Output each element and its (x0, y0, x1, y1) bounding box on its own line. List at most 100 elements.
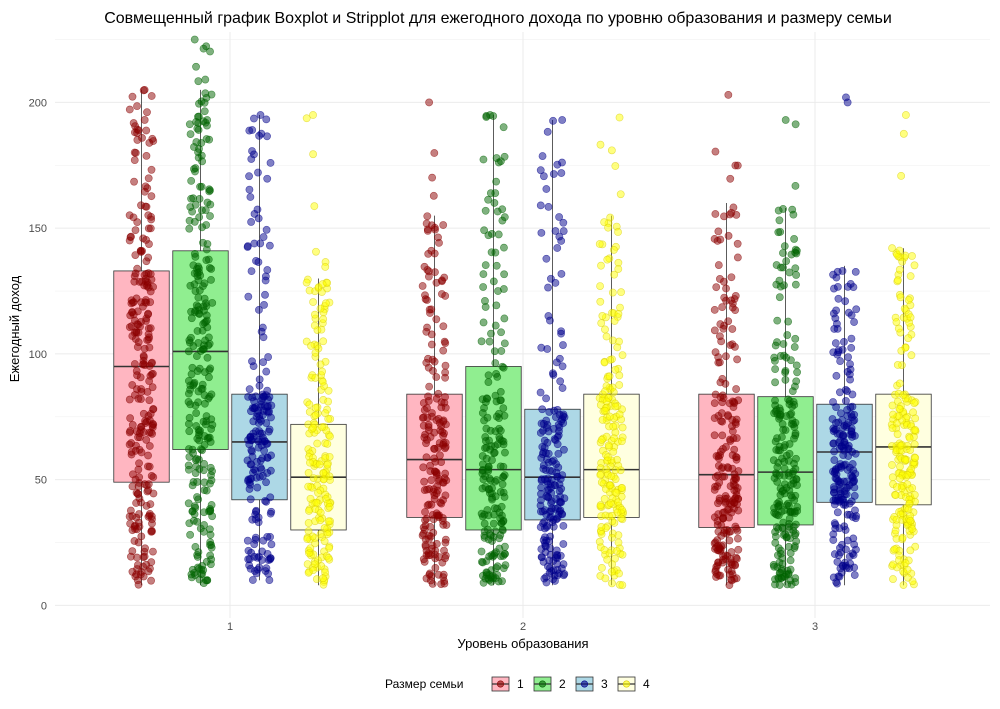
data-point (494, 577, 503, 586)
data-point (891, 491, 900, 500)
data-point (477, 337, 486, 346)
data-point (244, 292, 253, 301)
data-point (559, 227, 568, 235)
data-point (192, 138, 201, 146)
data-point (439, 417, 448, 426)
data-point (727, 273, 736, 282)
data-point (829, 270, 837, 279)
data-point (128, 381, 137, 389)
data-point (305, 286, 314, 295)
data-point (497, 396, 505, 405)
data-point (833, 508, 842, 517)
data-point (903, 480, 912, 489)
data-point (266, 158, 275, 167)
data-point (144, 174, 153, 183)
data-point (303, 535, 312, 543)
data-point (426, 532, 435, 541)
data-point (791, 334, 800, 343)
data-point (911, 414, 920, 423)
data-point (310, 310, 319, 319)
data-point (186, 530, 195, 539)
data-point (605, 412, 614, 421)
data-point (836, 485, 844, 493)
grid (55, 32, 990, 618)
data-point (480, 226, 489, 235)
data-point (614, 531, 623, 540)
data-point (615, 410, 624, 419)
data-point (195, 213, 204, 222)
data-point (716, 378, 725, 387)
data-point (136, 373, 145, 382)
data-point (710, 305, 719, 314)
data-point (602, 332, 611, 341)
data-point (247, 218, 256, 226)
data-point (906, 272, 915, 281)
data-point (907, 351, 916, 360)
data-point (432, 373, 441, 381)
data-point (256, 239, 265, 248)
data-point (603, 555, 612, 564)
data-point (204, 255, 213, 264)
data-point (244, 392, 253, 401)
data-point (481, 261, 490, 270)
data-point (304, 519, 313, 527)
data-point (728, 427, 737, 436)
data-point (490, 199, 499, 207)
data-point (262, 478, 270, 487)
data-point (903, 470, 912, 479)
data-point (716, 235, 725, 244)
data-point (831, 314, 840, 323)
data-point (184, 461, 193, 470)
data-point (543, 477, 552, 486)
data-point (264, 353, 273, 361)
data-point (419, 463, 428, 472)
data-point (323, 530, 332, 539)
data-point (734, 467, 743, 475)
data-point (715, 358, 724, 367)
data-point (791, 431, 800, 440)
data-point (195, 194, 204, 203)
data-point (302, 114, 311, 123)
y-tick-label: 200 (29, 97, 47, 109)
data-point (733, 355, 742, 364)
box-group-3-1 (698, 90, 755, 589)
data-point (845, 564, 854, 573)
legend-label: 3 (601, 677, 608, 691)
data-point (494, 230, 503, 239)
data-point (713, 520, 722, 529)
data-point (197, 385, 206, 393)
data-point (131, 226, 140, 235)
data-point (246, 495, 255, 504)
data-point (839, 423, 847, 432)
data-point (608, 579, 616, 588)
data-point (132, 441, 140, 450)
data-point (425, 98, 434, 107)
data-point (609, 388, 618, 397)
data-point (711, 473, 720, 481)
data-point (888, 424, 897, 433)
data-point (556, 377, 565, 386)
data-point (483, 413, 492, 422)
data-point (488, 537, 496, 545)
data-point (262, 225, 271, 234)
data-point (830, 456, 839, 464)
data-point (549, 522, 558, 531)
data-point (143, 282, 151, 290)
data-point (537, 545, 546, 553)
data-point (492, 177, 501, 186)
data-point (601, 574, 610, 583)
data-point (892, 483, 901, 491)
data-point (245, 555, 254, 563)
data-point (731, 306, 740, 315)
data-point (718, 303, 727, 312)
data-point (606, 499, 615, 508)
data-point (126, 506, 135, 515)
data-point (711, 147, 720, 156)
data-point (618, 351, 627, 359)
data-point (791, 280, 800, 289)
data-point (142, 202, 151, 211)
data-point (431, 563, 440, 572)
data-point (425, 426, 433, 435)
data-point (148, 519, 156, 528)
data-point (547, 483, 555, 492)
